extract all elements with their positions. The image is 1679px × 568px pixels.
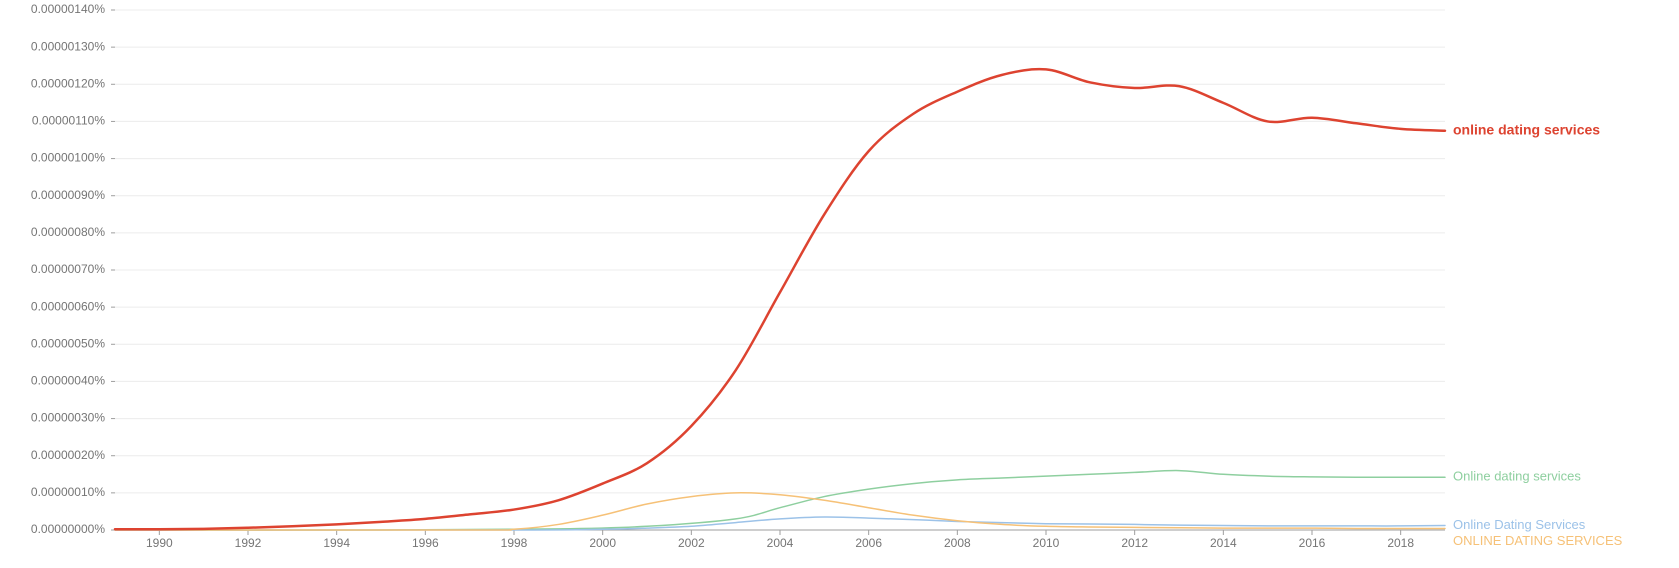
x-tick-label: 2002 [678,536,705,550]
y-tick-label: 0.00000140% [31,2,105,16]
x-tick-label: 2016 [1299,536,1326,550]
chart-svg: 0.00000000% 0.00000010% 0.00000020% 0.00000… [0,0,1679,568]
x-tick-label: 2006 [855,536,882,550]
x-tick-label: 1996 [412,536,439,550]
y-tick-label: 0.00000090% [31,188,105,202]
x-tick-label: 2018 [1387,536,1414,550]
y-tick-label: 0.00000050% [31,336,105,350]
x-tick-label: 2008 [944,536,971,550]
x-tick-label: 1998 [501,536,528,550]
x-tick-label: 2012 [1121,536,1148,550]
y-tick-label: 0.00000000% [31,522,105,536]
y-tick-label: 0.00000080% [31,225,105,239]
x-tick-label: 2004 [767,536,794,550]
x-tick-label: 2010 [1033,536,1060,550]
y-tick-label: 0.00000040% [31,374,105,388]
y-tick-label: 0.00000120% [31,76,105,90]
y-tick-label: 0.00000100% [31,151,105,165]
x-tick-label: 2014 [1210,536,1237,550]
series-line[interactable] [115,69,1445,529]
y-tick-label: 0.00000060% [31,299,105,313]
x-tick-label: 1990 [146,536,173,550]
y-tick-label: 0.00000110% [32,114,106,128]
x-tick-label: 1992 [235,536,262,550]
x-tick-label: 2000 [589,536,616,550]
series-label[interactable]: ONLINE DATING SERVICES [1453,533,1623,548]
y-tick-label: 0.00000020% [31,448,105,462]
series-label[interactable]: Online dating services [1453,469,1581,484]
series-label[interactable]: online dating services [1453,121,1600,137]
y-tick-label: 0.00000030% [31,411,105,425]
y-tick-label: 0.00000010% [31,485,105,499]
series-line[interactable] [115,471,1445,531]
x-tick-label: 1994 [323,536,350,550]
ngram-chart: 0.00000000% 0.00000010% 0.00000020% 0.00000… [0,0,1679,568]
series-label[interactable]: Online Dating Services [1453,517,1586,532]
y-tick-label: 0.00000070% [31,262,105,276]
y-tick-label: 0.00000130% [31,39,105,53]
